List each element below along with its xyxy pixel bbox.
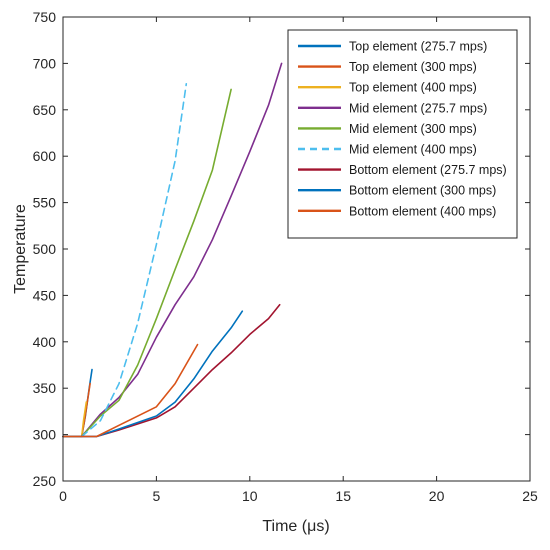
x-tick-label: 0 [59,488,67,504]
y-tick-label: 600 [33,148,57,164]
legend-label-9: Bottom element (400 mps) [349,204,496,218]
series-line-9 [62,343,199,438]
series-line-6 [80,83,188,438]
x-tick-label: 25 [522,488,538,504]
legend-label-1: Top element (275.7 mps) [349,40,487,54]
y-axis-label: Temperature [12,204,29,294]
series-line-8 [62,310,244,438]
y-tick-label: 550 [33,195,57,211]
series-line-5 [80,88,232,438]
y-tick-label: 500 [33,241,57,257]
x-tick-label: 20 [429,488,445,504]
y-tick-label: 750 [33,9,57,25]
series-line-4 [80,62,283,438]
x-tick-label: 10 [242,488,258,504]
legend-label-2: Top element (300 mps) [349,60,477,74]
y-tick-label: 400 [33,334,57,350]
legend-label-7: Bottom element (275.7 mps) [349,163,507,177]
legend-label-4: Mid element (275.7 mps) [349,101,487,115]
legend: Top element (275.7 mps) Top element (300 … [287,29,518,239]
y-tick-label: 300 [33,427,57,443]
x-axis-label: Time (μs) [262,518,329,535]
legend-label-6: Mid element (400 mps) [349,143,477,157]
legend-box [287,29,518,239]
ticks-layer: 0 5 10 15 20 25 250 300 350 400 450 500 550 600 650 700… [33,9,538,504]
y-tick-label: 350 [33,380,57,396]
y-tick-label: 650 [33,102,57,118]
series-layer [62,62,283,438]
legend-label-8: Bottom element (300 mps) [349,184,496,198]
x-tick-label: 15 [335,488,351,504]
legend-label-3: Top element (400 mps) [349,81,477,95]
legend-label-5: Mid element (300 mps) [349,122,477,136]
y-tick-label: 250 [33,473,57,489]
y-tick-label: 450 [33,287,57,303]
x-tick-label: 5 [153,488,161,504]
y-tick-label: 700 [33,55,57,71]
